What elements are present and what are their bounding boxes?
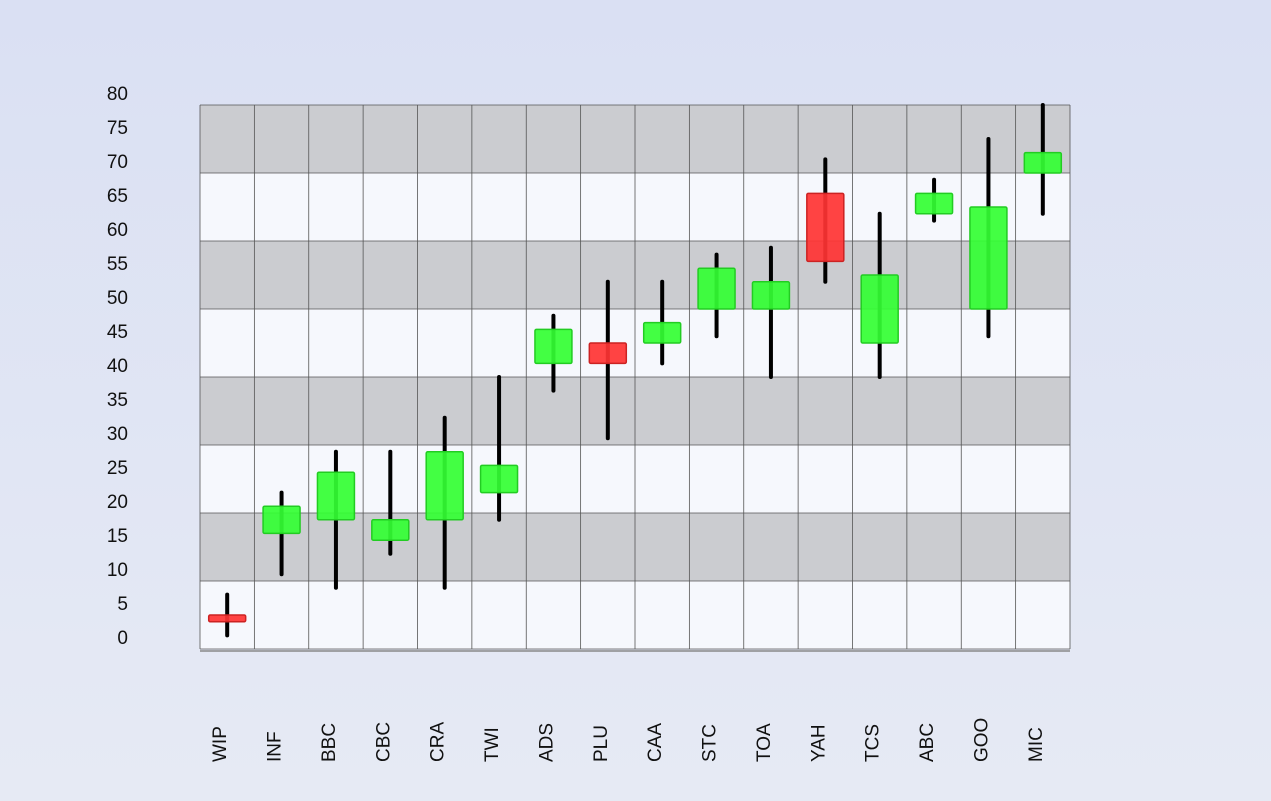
x-tick-label: CBC [373, 722, 394, 762]
x-tick-label: STC [700, 724, 721, 762]
x-tick-label: TWI [482, 727, 503, 762]
candle-body [806, 192, 845, 263]
y-tick-label: 55 [107, 254, 128, 275]
candle-tcs [860, 211, 899, 379]
candle-inf [262, 490, 301, 577]
y-tick-label: 70 [107, 152, 128, 173]
candle-body [534, 328, 573, 365]
y-tick-label: 75 [107, 118, 128, 139]
candle-body [262, 505, 301, 535]
x-tick-label: GOO [971, 718, 992, 762]
candle-goo [969, 137, 1008, 339]
candle-cra [425, 415, 464, 590]
candle-wip [207, 592, 247, 638]
candle-body [207, 614, 247, 623]
y-tick-label: 65 [107, 186, 128, 207]
gridlines [199, 104, 1071, 652]
candle-body [1023, 151, 1063, 174]
y-tick-label: 20 [107, 492, 128, 513]
candle-body [642, 321, 682, 344]
y-tick-label: 40 [107, 356, 128, 377]
candle-mic [1023, 103, 1063, 216]
candle-toa [751, 245, 791, 379]
y-tick-label: 0 [117, 628, 128, 649]
y-axis-ticks: 0 5 10 15 20 25 30 35 40 45 50 55 60 65 70 75 80 [107, 84, 128, 649]
candle-abc [914, 177, 954, 223]
x-tick-label: WIP [210, 726, 231, 762]
y-tick-label: 10 [107, 560, 128, 581]
y-tick-label: 5 [117, 594, 128, 615]
y-tick-label: 15 [107, 526, 128, 547]
x-tick-label: CRA [428, 722, 449, 762]
y-tick-label: 60 [107, 220, 128, 241]
candle-plu [588, 279, 628, 441]
x-tick-label: TOA [754, 723, 775, 762]
x-tick-label: MIC [1026, 727, 1047, 762]
candle-body [479, 464, 519, 494]
candle-body [316, 471, 356, 521]
candle-cbc [371, 449, 410, 556]
y-tick-label: 25 [107, 458, 128, 479]
y-tick-label: 30 [107, 424, 128, 445]
y-tick-label: 45 [107, 322, 128, 343]
candle-body [697, 267, 736, 310]
y-tick-label: 35 [107, 390, 128, 411]
y-tick-label: 50 [107, 288, 128, 309]
candle-body [751, 281, 791, 310]
candle-body [371, 519, 410, 541]
candle-caa [642, 279, 682, 366]
x-tick-label: TCS [863, 724, 884, 762]
x-axis-ticks: WIP INF BBC CBC CRA TWI ADS PLU CAA STC TOA YAH TCS A… [210, 718, 1047, 762]
x-tick-label: ADS [536, 723, 557, 762]
candle-yah [806, 157, 845, 284]
x-tick-label: BBC [319, 723, 340, 762]
candle-twi [479, 375, 519, 522]
x-tick-label: INF [265, 731, 286, 762]
x-tick-label: YAH [808, 724, 829, 762]
y-tick-label: 80 [107, 84, 128, 105]
candle-bbc [316, 449, 356, 590]
candles [207, 103, 1063, 638]
candle-body [860, 274, 899, 344]
candle-ads [534, 313, 573, 393]
x-tick-label: CAA [645, 723, 666, 762]
x-tick-label: ABC [917, 723, 938, 762]
candle-body [588, 342, 628, 365]
candle-body [969, 206, 1008, 310]
candle-stc [697, 252, 736, 339]
x-tick-label: PLU [591, 725, 612, 762]
candle-body [425, 451, 464, 521]
candle-body [914, 192, 954, 215]
